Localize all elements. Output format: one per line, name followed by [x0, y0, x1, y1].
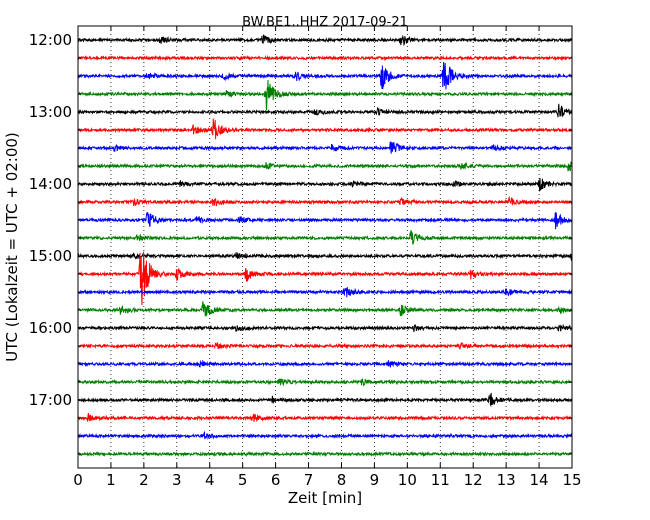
- seismogram-trace: [77, 251, 573, 306]
- chart-title: BW.BE1..HHZ 2017-09-21: [242, 15, 408, 30]
- x-tick-label: 5: [238, 471, 248, 489]
- x-tick-label: 6: [271, 471, 281, 489]
- y-tick-label: 14:00: [29, 175, 72, 193]
- seismogram-trace: [77, 103, 573, 118]
- x-tick-label: 0: [73, 471, 83, 489]
- x-tick-label: 8: [337, 471, 347, 489]
- y-tick-label: 16:00: [29, 319, 72, 337]
- y-tick-label: 17:00: [29, 391, 72, 409]
- y-tick-label: 13:00: [29, 103, 72, 121]
- x-tick-label: 7: [304, 471, 314, 489]
- seismogram-trace: [77, 378, 572, 387]
- seismogram-trace: [77, 251, 573, 262]
- x-tick-label: 3: [172, 471, 182, 489]
- seismogram-trace: [77, 287, 573, 298]
- seismogram-trace: [77, 161, 573, 172]
- seismogram-trace: [77, 450, 573, 458]
- seismogram-trace: [77, 34, 573, 47]
- grid-lines: [78, 26, 572, 468]
- seismogram-trace: [77, 413, 573, 423]
- x-tick-label: 12: [464, 471, 483, 489]
- x-tick-label: 1: [106, 471, 116, 489]
- x-tick-label: 13: [497, 471, 516, 489]
- seismogram-trace: [77, 392, 573, 408]
- seismogram-trace: [77, 141, 572, 154]
- seismogram-trace: [77, 342, 573, 350]
- x-tick-label: 9: [370, 471, 380, 489]
- seismogram-trace: [78, 230, 573, 245]
- seismogram-trace: [77, 195, 573, 207]
- seismogram-trace: [77, 430, 573, 441]
- seismogram-traces: [77, 34, 573, 458]
- seismogram-trace: [77, 118, 573, 140]
- seismogram-trace: [77, 323, 573, 333]
- plot-frame: [77, 25, 573, 469]
- x-axis-ticks: 0 1 2 3 4 5 6 7 8 9 10 11 12 13 14 15: [73, 26, 582, 489]
- y-tick-label: 12:00: [29, 31, 72, 49]
- y-axis-ticks: 12:00 13:00 14:00 15:00 16:00 17:00: [29, 31, 572, 455]
- x-tick-label: 10: [398, 471, 417, 489]
- y-tick-label: 15:00: [29, 247, 72, 265]
- seismogram-trace: [77, 178, 573, 192]
- x-tick-label: 4: [205, 471, 215, 489]
- y-axis-label: UTC (Lokalzeit = UTC + 02:00): [3, 132, 21, 362]
- x-tick-label: 15: [562, 471, 581, 489]
- seismogram-trace: [77, 301, 573, 317]
- x-axis-label: Zeit [min]: [288, 489, 362, 507]
- x-tick-label: 14: [530, 471, 549, 489]
- seismogram-trace: [77, 61, 573, 90]
- seismogram-trace: [77, 54, 573, 62]
- seismogram-trace: [77, 359, 573, 368]
- seismogram-trace: [77, 79, 573, 111]
- seismogram-trace: [77, 212, 573, 230]
- x-tick-label: 11: [431, 471, 450, 489]
- x-tick-label: 2: [139, 471, 149, 489]
